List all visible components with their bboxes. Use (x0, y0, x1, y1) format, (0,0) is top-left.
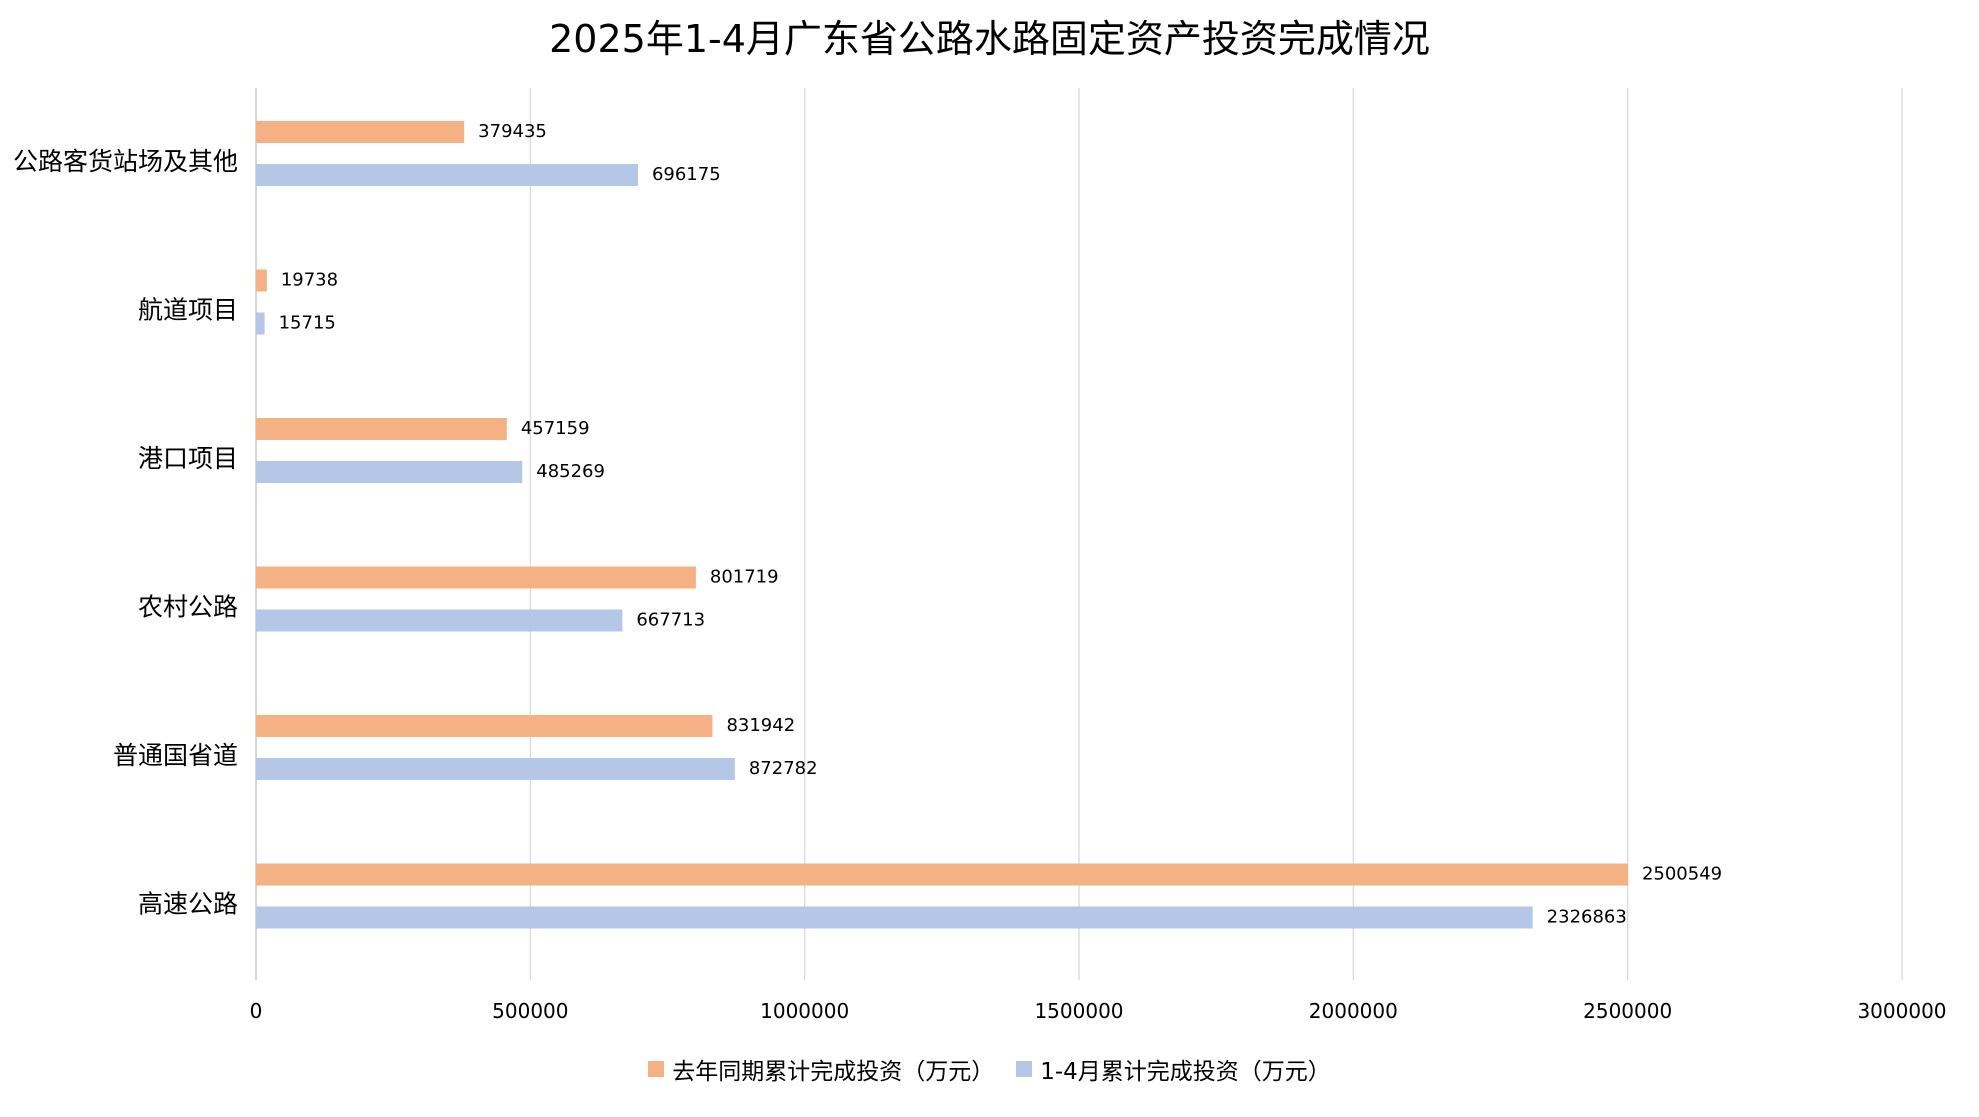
data-label: 872782 (749, 758, 818, 779)
bar-series-0-0 (256, 121, 465, 143)
data-label: 801719 (710, 567, 779, 588)
chart-legend: 去年同期累计完成投资（万元） 1-4月累计完成投资（万元） (0, 1052, 1979, 1086)
data-label: 2326863 (1547, 907, 1627, 928)
data-label: 457159 (521, 418, 590, 439)
bar-series-0-3 (256, 566, 696, 589)
x-tick-label: 2500000 (1583, 999, 1672, 1023)
data-label: 696175 (652, 164, 721, 185)
data-label: 485269 (536, 461, 605, 482)
category-label: 港口项目 (138, 444, 238, 473)
category-label: 公路客货站场及其他 (13, 147, 238, 176)
bar-series-1-2 (256, 461, 523, 483)
data-label: 19738 (281, 270, 338, 291)
bar-series-1-0 (256, 164, 638, 186)
bar-series-1-5 (256, 906, 1533, 929)
bar-series-0-1 (256, 269, 267, 292)
x-tick-label: 2000000 (1309, 999, 1398, 1023)
data-label: 15715 (279, 313, 336, 334)
legend-item-last-year: 去年同期累计完成投资（万元） (648, 1052, 994, 1086)
bar-series-1-1 (256, 312, 265, 335)
legend-swatch-this-year (1016, 1061, 1033, 1077)
category-label: 普通国省道 (113, 741, 238, 770)
legend-label-last-year: 去年同期累计完成投资（万元） (672, 1059, 995, 1085)
x-tick-label: 0 (250, 999, 263, 1023)
data-label: 831942 (726, 715, 795, 736)
category-label: 高速公路 (138, 890, 238, 919)
bar-series-1-4 (256, 758, 735, 780)
bar-series-0-2 (256, 418, 507, 440)
category-label: 航道项目 (138, 296, 238, 325)
legend-swatch-last-year (648, 1061, 665, 1077)
category-label: 农村公路 (138, 593, 238, 622)
legend-item-this-year: 1-4月累计完成投资（万元） (1016, 1052, 1331, 1086)
bar-series-0-5 (256, 863, 1628, 886)
bar-series-1-3 (256, 609, 623, 632)
x-tick-label: 1500000 (1034, 999, 1123, 1023)
data-label: 379435 (478, 121, 547, 142)
x-tick-label: 1000000 (760, 999, 849, 1023)
x-tick-label: 3000000 (1857, 999, 1946, 1023)
bar-series-0-4 (256, 715, 713, 737)
legend-label-this-year: 1-4月累计完成投资（万元） (1040, 1059, 1331, 1085)
data-label: 667713 (636, 610, 705, 631)
data-label: 2500549 (1642, 864, 1722, 885)
chart-title: 2025年1-4月广东省公路水路固定资产投资完成情况 (549, 17, 1430, 61)
x-tick-label: 500000 (492, 999, 568, 1023)
